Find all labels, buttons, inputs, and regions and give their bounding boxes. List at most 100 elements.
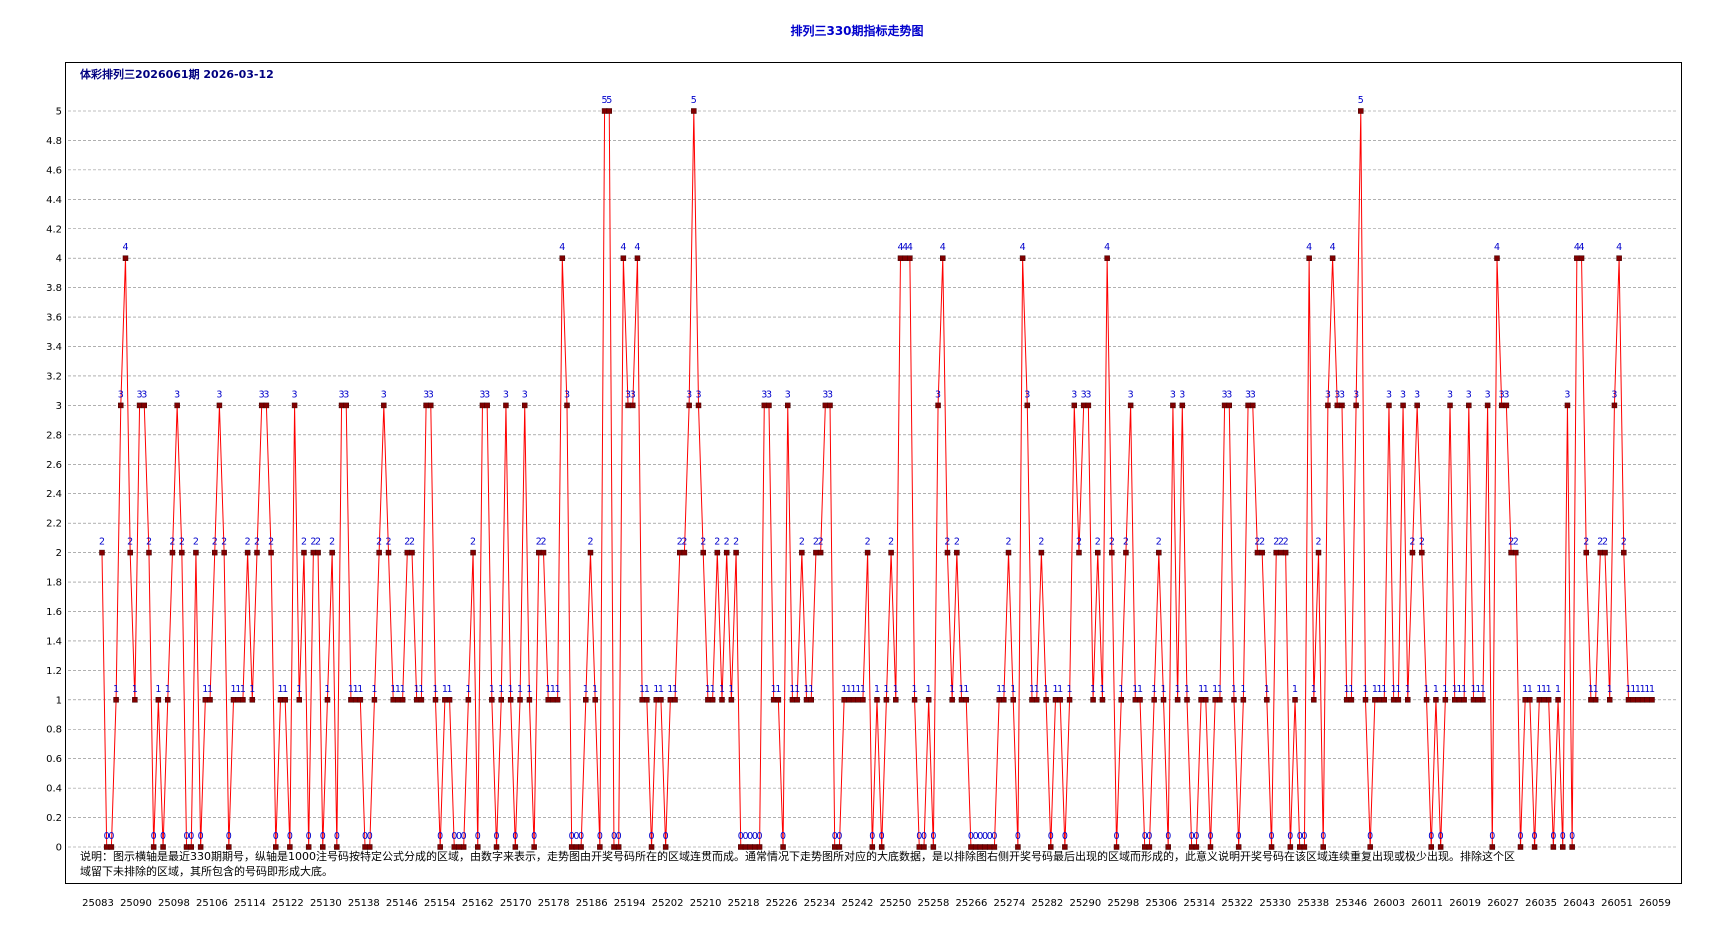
data-label: 2 xyxy=(245,537,251,548)
data-point xyxy=(1071,402,1078,409)
data-point xyxy=(1062,844,1068,850)
data-point xyxy=(1123,549,1129,556)
data-label: 1 xyxy=(1099,684,1105,695)
data-label: 2 xyxy=(404,537,410,548)
data-label: 1 xyxy=(132,684,138,695)
data-point xyxy=(822,402,829,409)
data-point xyxy=(921,844,927,850)
data-label: 2 xyxy=(1597,537,1603,548)
data-point xyxy=(226,844,232,850)
data-label: 2 xyxy=(301,537,307,548)
data-label: 0 xyxy=(1532,831,1538,842)
data-label: 1 xyxy=(719,684,725,695)
data-point xyxy=(1221,402,1228,409)
y-tick-label: 0 xyxy=(56,843,62,854)
data-point xyxy=(1146,844,1153,850)
data-label: 0 xyxy=(475,831,481,842)
data-point xyxy=(174,402,180,409)
data-point xyxy=(150,844,157,850)
data-point xyxy=(1250,402,1256,409)
data-label: 2 xyxy=(385,537,391,548)
data-point xyxy=(1226,402,1233,409)
data-label: 0 xyxy=(836,831,842,842)
y-tick-label: 2.4 xyxy=(46,489,62,500)
data-point xyxy=(719,697,725,703)
data-label: 2 xyxy=(409,537,415,548)
data-point xyxy=(1254,549,1261,556)
data-label: 0 xyxy=(578,831,584,842)
data-label: 0 xyxy=(451,831,457,842)
data-label: 1 xyxy=(705,684,711,695)
data-label: 1 xyxy=(1292,684,1298,695)
data-point xyxy=(385,549,392,556)
x-tick-label: 25146 xyxy=(386,898,418,909)
data-point xyxy=(1198,697,1204,703)
data-point xyxy=(705,697,711,703)
data-label: 3 xyxy=(1353,389,1359,400)
data-label: 1 xyxy=(1217,684,1223,695)
data-point xyxy=(1390,697,1397,703)
data-label: 1 xyxy=(1452,684,1458,695)
data-point xyxy=(423,402,429,409)
data-label: 1 xyxy=(235,684,241,695)
data-label: 1 xyxy=(1625,684,1631,695)
y-tick-label: 4.4 xyxy=(46,195,62,206)
data-label: 1 xyxy=(550,684,556,695)
data-label: 3 xyxy=(141,389,147,400)
data-point xyxy=(418,697,425,703)
data-point xyxy=(597,844,603,850)
data-label: 2 xyxy=(1278,537,1284,548)
data-point xyxy=(907,255,913,261)
data-label: 3 xyxy=(827,389,833,400)
data-label: 1 xyxy=(949,684,955,695)
data-label: 0 xyxy=(1062,831,1068,842)
data-label: 1 xyxy=(1198,684,1204,695)
data-label: 1 xyxy=(1264,684,1270,695)
data-label: 0 xyxy=(494,831,500,842)
y-tick-label: 3.6 xyxy=(46,313,62,324)
data-point xyxy=(949,697,955,703)
data-label: 1 xyxy=(883,684,889,695)
data-label: 1 xyxy=(794,684,800,695)
data-point xyxy=(1498,402,1505,409)
data-label: 4 xyxy=(1306,242,1312,253)
x-axis-ticks: 25083 25090 25098 25106 25114 25122 25130 25138… xyxy=(82,898,1671,909)
data-label: 0 xyxy=(320,831,326,842)
data-point xyxy=(775,697,782,703)
data-label: 1 xyxy=(1001,684,1007,695)
data-label: 0 xyxy=(1438,831,1444,842)
data-point xyxy=(1541,697,1547,703)
data-point xyxy=(1315,549,1322,556)
data-point xyxy=(352,697,359,703)
data-label: 1 xyxy=(1536,684,1542,695)
data-point xyxy=(878,844,885,850)
data-label: 3 xyxy=(484,389,490,400)
data-point xyxy=(1301,844,1308,850)
data-label: 5 xyxy=(606,95,612,106)
data-point xyxy=(334,844,340,850)
data-label: 1 xyxy=(155,684,161,695)
data-label: 1 xyxy=(414,684,420,695)
data-point xyxy=(1531,844,1538,850)
data-point xyxy=(521,402,528,409)
data-label: 0 xyxy=(362,831,368,842)
data-label: 0 xyxy=(832,831,838,842)
data-point xyxy=(897,255,904,261)
data-label: 1 xyxy=(860,684,866,695)
explanation-note: 说明：图示横轴是最近330期期号，纵轴是1000注号码按特定公式分成的区域，由数… xyxy=(80,850,1515,878)
data-point xyxy=(1649,697,1655,703)
data-point xyxy=(1635,697,1641,703)
data-label: 0 xyxy=(1207,831,1213,842)
data-label: 2 xyxy=(1621,537,1627,548)
data-point xyxy=(874,697,880,703)
data-point xyxy=(1522,697,1528,703)
data-label: 0 xyxy=(1048,831,1054,842)
data-label: 1 xyxy=(1160,684,1166,695)
data-label: 4 xyxy=(1616,242,1622,253)
data-label: 1 xyxy=(545,684,551,695)
data-label: 2 xyxy=(954,537,960,548)
data-label: 3 xyxy=(503,389,509,400)
data-label: 0 xyxy=(188,831,194,842)
x-tick-label: 25234 xyxy=(804,898,836,909)
data-label: 0 xyxy=(968,831,974,842)
